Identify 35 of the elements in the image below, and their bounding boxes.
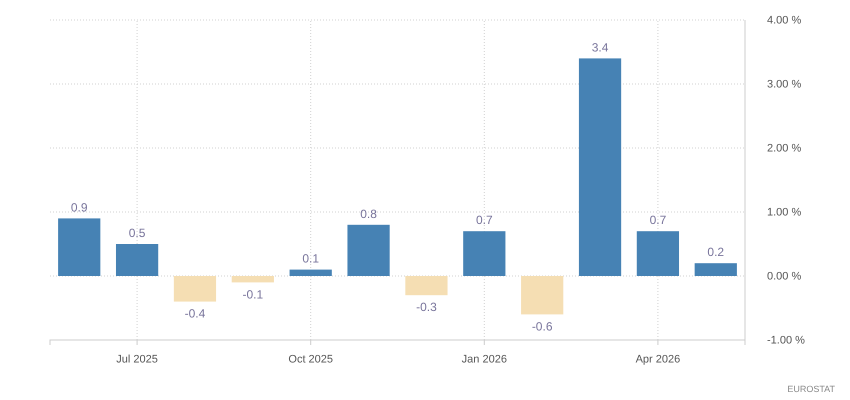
bar <box>578 58 622 276</box>
data-label: 0.7 <box>476 213 493 228</box>
bar <box>463 231 506 276</box>
data-label: 3.4 <box>592 40 609 54</box>
x-tick-label: Oct 2025 <box>288 353 334 366</box>
data-label: -0.4 <box>184 306 206 321</box>
data-label: 0.8 <box>360 206 378 221</box>
bar <box>174 276 216 302</box>
bar <box>694 263 737 276</box>
data-label: 0.9 <box>70 200 88 214</box>
data-label: -0.3 <box>416 300 438 314</box>
data-label: -0.6 <box>532 319 553 334</box>
y-tick-label: -1.00 % <box>767 334 806 347</box>
y-tick-label: 3.00 % <box>767 78 802 91</box>
data-label: 0.7 <box>650 213 667 228</box>
bar <box>58 218 100 276</box>
bar <box>290 270 332 276</box>
x-tick-label: Jan 2026 <box>462 353 507 366</box>
bar <box>347 224 390 276</box>
text: EUROSTAT <box>787 384 836 394</box>
y-tick-label: 2.00 % <box>767 142 802 155</box>
data-label: -0.1 <box>242 287 264 302</box>
y-tick-label: 0.00 % <box>767 270 802 283</box>
x-tick-label: Jul 2025 <box>116 353 158 366</box>
bar <box>636 231 680 276</box>
bar <box>116 244 158 276</box>
y-tick-label: 4.00 % <box>767 14 802 27</box>
y-tick-label: 1.00 % <box>767 206 802 219</box>
data-label: 0.1 <box>302 252 320 266</box>
data-label: 0.5 <box>128 226 146 240</box>
data-label: 0.2 <box>707 245 724 260</box>
bar <box>405 276 448 296</box>
x-tick-label: Apr 2026 <box>636 353 680 366</box>
bar <box>521 276 564 314</box>
bar <box>232 276 274 282</box>
